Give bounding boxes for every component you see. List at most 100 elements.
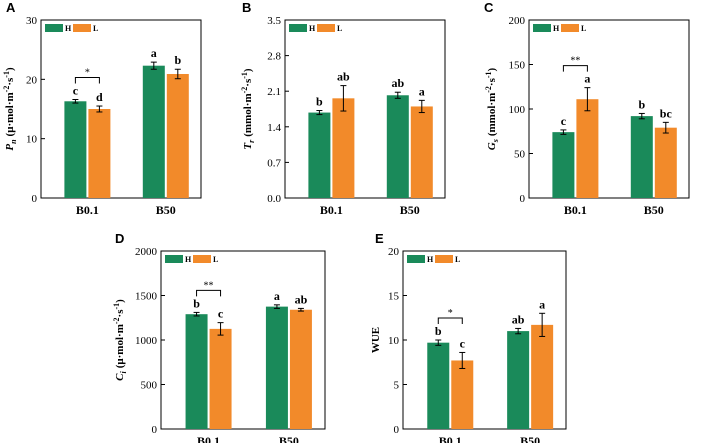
significance-letter: b: [193, 296, 200, 310]
legend-label: L: [213, 255, 218, 264]
legend-swatch-L: [317, 24, 335, 32]
legend-swatch-H: [165, 255, 183, 263]
significance-letter: bc: [660, 106, 673, 120]
x-tick-label: B50: [520, 434, 540, 443]
bar-H: [64, 101, 87, 198]
significance-stars: **: [204, 280, 214, 291]
y-axis-label: Gs (mmol·m-2·s-1): [484, 67, 500, 150]
y-tick-label: 150: [509, 60, 526, 72]
y-label-sub: r: [247, 139, 256, 143]
significance-letter: b: [316, 95, 323, 109]
y-label-mid: ·s: [242, 78, 254, 87]
x-tick-label: B50: [644, 203, 664, 217]
significance-letter: c: [561, 114, 567, 128]
significance-stars: **: [570, 56, 580, 67]
legend-swatch-L: [193, 255, 211, 263]
y-label-main: C: [114, 373, 126, 381]
bar-H: [507, 331, 530, 429]
panel-letter: C: [484, 0, 494, 15]
y-axis-label: Ci (μ·mol·m-2·s-1): [112, 299, 128, 381]
panel-B: B 0.0 0.7 1.4 2.1 2.8 3.5 Tr (mmol·m-2·s-1) B0.1 b…: [240, 0, 446, 217]
significance-letter: a: [151, 46, 157, 60]
y-tick-label: 0: [152, 424, 158, 436]
legend-swatch-L: [561, 24, 579, 32]
legend-label: H: [185, 255, 192, 264]
y-label-mid: ·s: [4, 77, 16, 86]
significance-letter: ab: [337, 70, 350, 84]
legend-label: L: [455, 255, 460, 264]
bar-L: [289, 309, 312, 429]
y-tick-label: 50: [514, 149, 526, 161]
significance-bracket: [74, 77, 100, 84]
y-tick-label: 2.8: [267, 51, 281, 63]
legend-swatch-H: [45, 24, 63, 32]
y-label-sup: -2: [2, 86, 11, 93]
bar-H: [185, 314, 208, 429]
y-label-sup: -2: [484, 86, 493, 93]
bar-H: [265, 306, 288, 429]
significance-bracket: [196, 289, 222, 297]
x-tick-label: B0.1: [439, 434, 462, 443]
y-label-units: (μ·mol·m: [4, 92, 16, 136]
y-label-main: G: [486, 142, 498, 150]
x-tick-label: B0.1: [564, 203, 587, 217]
y-label-sup: -2: [112, 317, 121, 324]
panel-letter: B: [242, 0, 251, 15]
y-label-end: ): [114, 299, 126, 303]
significance-letter: ab: [391, 76, 404, 90]
bar-H: [630, 116, 653, 198]
y-tick-label: 20: [26, 74, 38, 86]
legend-label: L: [337, 24, 342, 33]
y-tick-label: 2.1: [267, 86, 281, 98]
panel-A: A 0 10 20 30 Pn (μ·mol·m-2·s-1) B0.1 c d B50 a b * H L: [2, 0, 202, 217]
legend-swatch-H: [407, 255, 425, 263]
y-tick-label: 20: [388, 246, 400, 258]
bar-L: [332, 98, 355, 198]
x-tick-label: B50: [400, 203, 420, 217]
y-tick-label: 500: [141, 380, 158, 392]
significance-letter: b: [174, 53, 181, 67]
significance-letter: c: [73, 84, 79, 98]
y-axis-label: Tr (mmol·m-2·s-1): [240, 68, 256, 150]
y-tick-label: 2000: [135, 246, 158, 258]
y-tick-label: 30: [26, 15, 38, 27]
legend-swatch-L: [435, 255, 453, 263]
y-label-units: (μ·mol·m: [114, 324, 126, 368]
y-tick-label: 10: [26, 134, 38, 146]
y-tick-label: 1.4: [267, 122, 281, 134]
bar-H: [552, 132, 575, 198]
panel-letter: E: [375, 231, 384, 246]
y-label-main: P: [4, 144, 16, 151]
y-tick-label: 3.5: [267, 15, 281, 27]
y-label-end: ): [486, 67, 498, 71]
bar-L: [88, 109, 111, 198]
bar-L: [166, 73, 189, 198]
y-label-main: T: [242, 142, 254, 150]
y-tick-label: 0.7: [267, 157, 281, 169]
significance-letter: ab: [512, 312, 525, 326]
y-label-mid: ·s: [114, 309, 126, 318]
legend-label: H: [309, 24, 316, 33]
significance-bracket: [562, 65, 588, 72]
bar-H: [427, 342, 450, 429]
significance-letter: ab: [295, 292, 308, 306]
legend-label: H: [553, 24, 560, 33]
legend-label: L: [581, 24, 586, 33]
bar-H: [142, 65, 165, 198]
y-tick-label: 0: [32, 193, 38, 205]
panel-letter: D: [115, 231, 124, 246]
x-tick-label: B50: [156, 203, 176, 217]
y-label-mid: ·s: [486, 77, 498, 86]
panel-D: D 0 500 1000 1500 2000 Ci (μ·mol·m-2·s-1) B0.1 b c…: [112, 231, 326, 443]
x-tick-label: B50: [279, 434, 299, 443]
y-tick-label: 0: [520, 193, 526, 205]
bar-L: [410, 106, 433, 198]
x-tick-label: B0.1: [76, 203, 99, 217]
y-label-main: WUE: [370, 327, 382, 353]
y-tick-label: 5: [394, 380, 400, 392]
bar-L: [209, 328, 232, 429]
significance-bracket: [437, 317, 463, 324]
significance-letter: a: [419, 84, 425, 98]
y-label-sup: -1: [240, 72, 249, 79]
